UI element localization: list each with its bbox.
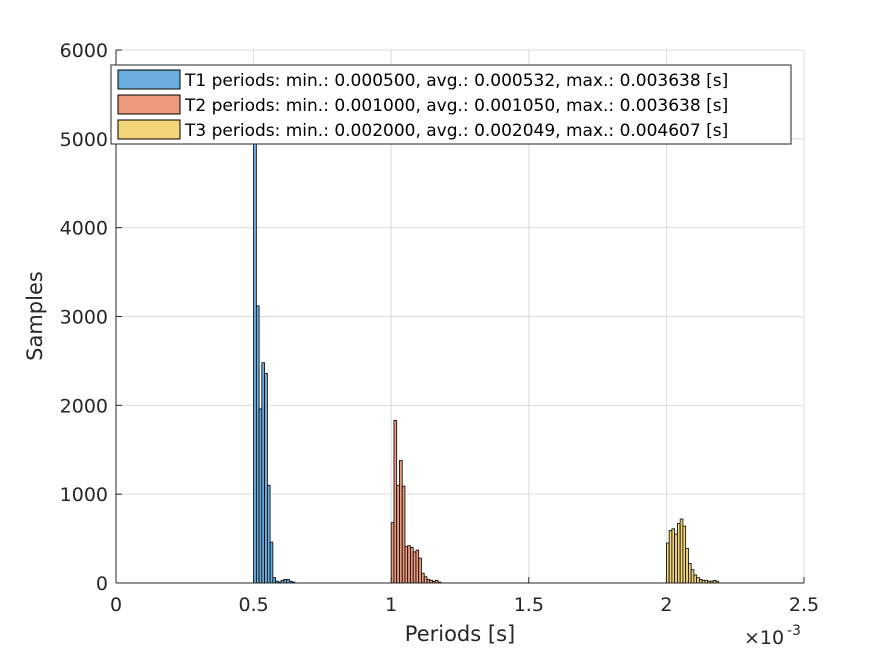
x-tick-label-5: 2.5	[789, 594, 819, 616]
bar-t2-13	[426, 579, 431, 584]
bar-t1-12	[286, 579, 290, 584]
bar-t1-3	[261, 362, 266, 584]
x-axis-label: Periods [s]	[405, 622, 515, 646]
bar-t2-2	[396, 484, 400, 584]
bar-t1-1	[255, 305, 260, 584]
bar-t1-0	[253, 138, 257, 584]
legend-label-2: T2 periods: min.: 0.001000, avg.: 0.0010…	[184, 96, 728, 116]
bar-t2-10	[418, 557, 422, 584]
legend-label-1: T1 periods: min.: 0.000500, avg.: 0.0005…	[184, 71, 728, 91]
bar-t3-5	[679, 518, 684, 584]
y-tick-label-5: 5000	[60, 129, 108, 151]
x-tick-label-3: 1.5	[514, 594, 544, 616]
bar-t2-5	[404, 546, 409, 584]
bar-t1-5	[266, 484, 271, 584]
bar-t3-4	[677, 523, 681, 584]
bar-t3-2	[671, 528, 676, 584]
y-tick-label-3: 3000	[60, 307, 108, 329]
bar-t3-3	[674, 533, 678, 584]
bar-t3-8	[688, 563, 692, 584]
x-exponent-base: ×10	[744, 627, 784, 649]
bar-t3-1	[668, 530, 673, 584]
bar-t3-10	[693, 574, 698, 584]
x-tick-label-2: 1	[385, 594, 397, 616]
series-2	[390, 420, 442, 584]
bar-t1-6	[269, 541, 274, 584]
legend-label-3: T3 periods: min.: 0.002000, avg.: 0.0020…	[184, 121, 728, 141]
y-axis-label: Samples	[23, 271, 47, 361]
x-exponent-label: ×10 -3	[744, 623, 801, 649]
y-tick-label-0: 0	[96, 573, 108, 595]
bar-t2-4	[401, 485, 406, 584]
x-tick-label-4: 2	[660, 594, 672, 616]
bar-t2-3	[399, 460, 403, 584]
bar-t1-2	[258, 408, 263, 584]
y-tick-label-1: 1000	[60, 484, 108, 506]
bar-t2-11	[421, 572, 425, 584]
bar-t2-6	[407, 545, 411, 584]
legend-swatch-1	[117, 69, 181, 90]
bar-t2-12	[423, 576, 428, 584]
legend-swatch-2	[117, 94, 181, 115]
bar-t3-6	[682, 525, 687, 584]
legend-swatch-3	[117, 119, 181, 140]
y-tick-label-4: 4000	[60, 218, 108, 240]
y-tick-label-6: 6000	[60, 40, 108, 62]
x-tick-label-0: 0	[110, 594, 122, 616]
bar-t3-9	[690, 569, 695, 584]
bar-t1-7	[272, 577, 277, 584]
bar-t2-9	[415, 549, 420, 584]
bar-t2-0	[390, 522, 395, 584]
bar-t1-4	[264, 372, 268, 584]
bar-t2-8	[412, 551, 417, 584]
bar-t1-11	[283, 579, 288, 584]
y-tick-label-2: 2000	[60, 395, 108, 417]
legend: T1 periods: min.: 0.000500, avg.: 0.0005…	[110, 64, 792, 145]
bar-t2-7	[410, 547, 414, 584]
bar-t3-12	[699, 579, 703, 584]
bar-t3-11	[696, 577, 700, 584]
bar-t2-1	[393, 420, 398, 584]
x-exponent-power: -3	[787, 623, 801, 639]
tick-labels: 0 0.5 1 1.5 2 2.5 0 1000 2000 3000 4000 5000 6000	[60, 40, 819, 616]
legend-box	[110, 64, 792, 145]
bar-t3-7	[685, 547, 689, 584]
x-tick-label-1: 0.5	[238, 594, 268, 616]
